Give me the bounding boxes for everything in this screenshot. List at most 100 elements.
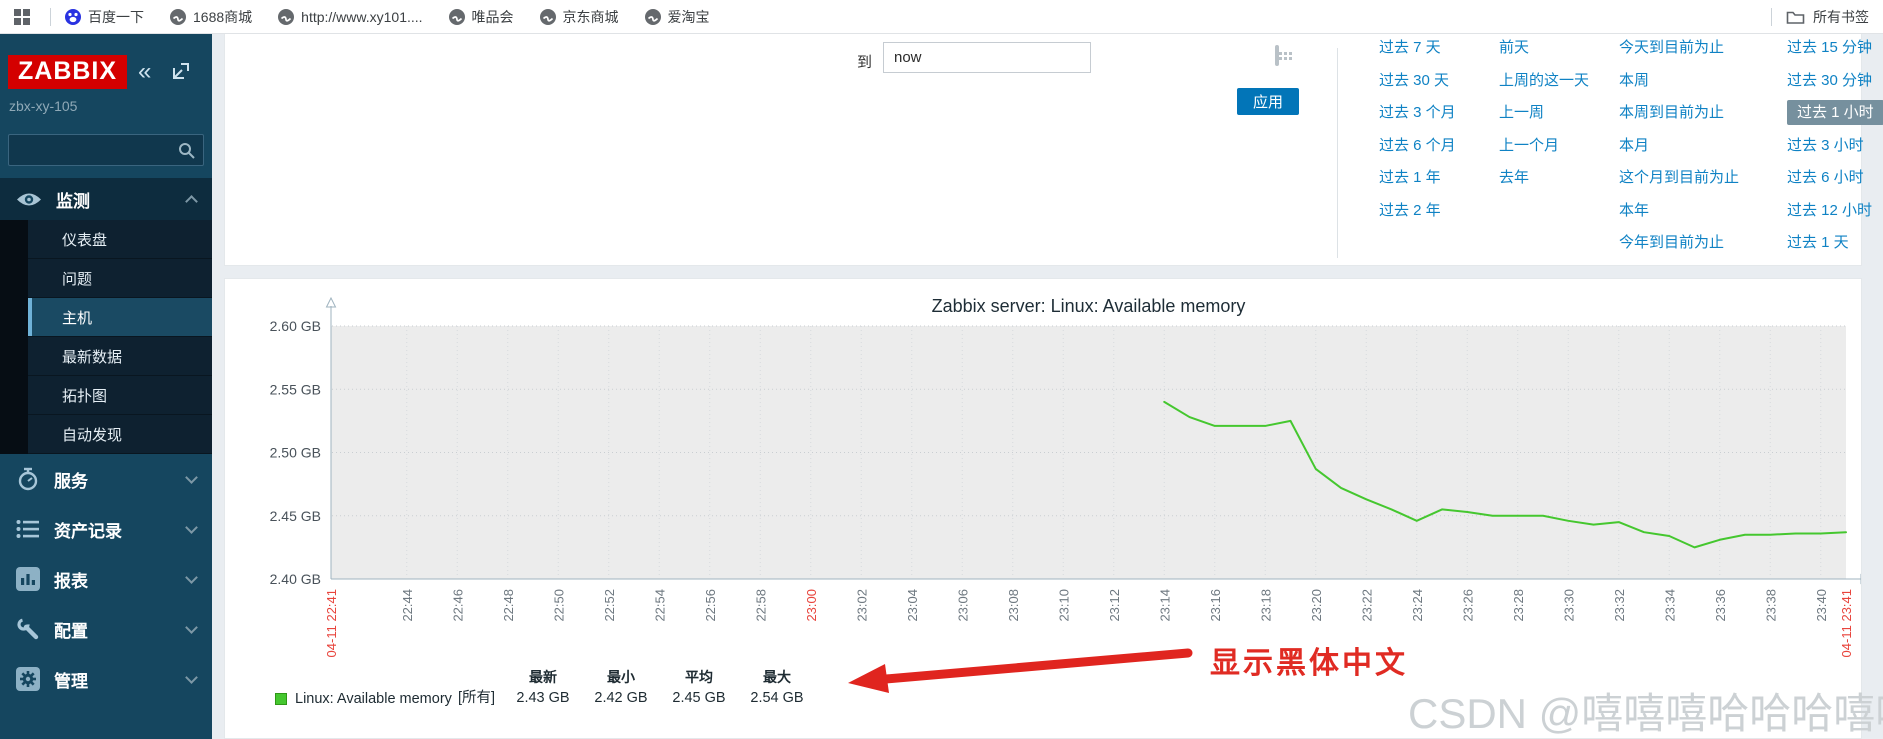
- bookmark-jd[interactable]: 京东商城: [539, 7, 619, 27]
- bookmark-xy101[interactable]: http://www.xy101....: [278, 8, 423, 25]
- quick-range-link-selected[interactable]: 过去 1 小时: [1787, 97, 1883, 130]
- quick-range-link[interactable]: 过去 12 小时: [1787, 201, 1873, 219]
- quick-range-link[interactable]: 本月: [1619, 136, 1650, 154]
- sidebar-search[interactable]: [8, 134, 204, 166]
- quick-range-link[interactable]: 过去 1 年: [1379, 169, 1441, 186]
- svg-text:23:14: 23:14: [1157, 589, 1172, 622]
- quick-range-link[interactable]: 过去 2 年: [1379, 201, 1441, 219]
- sidebar-item-reports[interactable]: 报表: [0, 554, 212, 604]
- submenu-label: 主机: [62, 309, 93, 327]
- divider: [1771, 7, 1772, 26]
- quick-range-column-1: 过去 7 天 过去 30 天 过去 3 个月 过去 6 个月 过去 1 年 过去…: [1379, 32, 1456, 227]
- bookmark-aitaobao[interactable]: 爱淘宝: [644, 7, 710, 27]
- submenu-label: 自动发现: [62, 426, 123, 444]
- chevron-down-icon: [185, 470, 198, 484]
- svg-text:2.55 GB: 2.55 GB: [270, 381, 321, 397]
- svg-text:23:22: 23:22: [1359, 589, 1374, 622]
- svg-text:22:46: 22:46: [450, 589, 465, 622]
- quick-range-link[interactable]: 本周: [1619, 71, 1650, 89]
- sidebar-search-input[interactable]: [9, 142, 178, 158]
- zabbix-logo[interactable]: ZABBIX: [8, 55, 128, 89]
- sidebar-item-configuration[interactable]: 配置: [0, 604, 212, 654]
- sidebar-item-maps[interactable]: 拓扑图: [28, 376, 212, 415]
- quick-range-link[interactable]: 过去 15 分钟: [1787, 39, 1873, 56]
- sidebar-item-label: 管理: [54, 671, 88, 691]
- all-bookmarks-label: 所有书签: [1813, 8, 1869, 25]
- quick-range-link[interactable]: 过去 6 个月: [1379, 136, 1456, 154]
- bookmark-1688[interactable]: 1688商城: [170, 7, 252, 27]
- chevron-up-icon: [185, 194, 198, 208]
- quick-range-link[interactable]: 本年: [1619, 201, 1650, 219]
- time-to-input[interactable]: [883, 42, 1091, 73]
- sidebar-item-latest-data[interactable]: 最新数据: [28, 337, 212, 376]
- quick-range-link[interactable]: 前天: [1499, 39, 1530, 56]
- globe-icon: [170, 8, 186, 25]
- svg-text:23:20: 23:20: [1309, 589, 1324, 622]
- svg-text:23:30: 23:30: [1561, 589, 1576, 622]
- svg-text:22:56: 22:56: [703, 589, 718, 622]
- apply-button[interactable]: 应用: [1237, 88, 1299, 115]
- svg-text:22:52: 22:52: [602, 589, 617, 622]
- search-icon: [179, 142, 195, 159]
- all-bookmarks-button[interactable]: 所有书签: [1786, 7, 1869, 27]
- sidebar-item-services[interactable]: 服务: [0, 454, 212, 504]
- quick-range-link[interactable]: 过去 3 个月: [1379, 104, 1456, 121]
- bookmark-baidu[interactable]: 百度一下: [65, 7, 144, 27]
- quick-range-link[interactable]: 过去 6 小时: [1787, 169, 1864, 186]
- quick-range-link[interactable]: 上一周: [1499, 104, 1545, 121]
- eye-icon: [17, 193, 41, 205]
- stat-max: 最大 2.54 GB: [750, 669, 804, 706]
- sidebar-item-discovery[interactable]: 自动发现: [28, 415, 212, 454]
- quick-range-link[interactable]: 过去 30 分钟: [1787, 71, 1873, 89]
- quick-range-link[interactable]: 过去 30 天: [1379, 71, 1450, 89]
- submenu-label: 仪表盘: [62, 231, 108, 249]
- collapse-sidebar-icon[interactable]: «: [138, 58, 152, 85]
- stat-last: 最新 2.43 GB: [516, 669, 570, 706]
- quick-range-link[interactable]: 上周的这一天: [1499, 71, 1590, 89]
- quick-range-link[interactable]: 本周到目前为止: [1619, 104, 1725, 121]
- quick-range-link[interactable]: 上一个月: [1499, 136, 1560, 154]
- chevron-down-icon: [185, 620, 198, 634]
- svg-text:2.60 GB: 2.60 GB: [270, 318, 321, 334]
- calendar-icon[interactable]: [1275, 45, 1299, 69]
- svg-text:23:40: 23:40: [1814, 589, 1829, 622]
- svg-text:22:44: 22:44: [400, 589, 415, 622]
- series-color-swatch: [275, 693, 287, 705]
- apps-grid-icon[interactable]: [14, 8, 30, 25]
- popout-icon[interactable]: [172, 62, 190, 85]
- sidebar-item-dashboards[interactable]: 仪表盘: [28, 220, 212, 259]
- quick-range-link[interactable]: 过去 7 天: [1379, 39, 1441, 56]
- quick-range-link[interactable]: 今天到目前为止: [1619, 39, 1725, 56]
- divider: [50, 7, 51, 26]
- sidebar-item-administration[interactable]: 管理: [0, 654, 212, 704]
- bookmark-label: 唯品会: [471, 8, 514, 25]
- red-arrow: [848, 648, 1193, 693]
- memory-graph[interactable]: 2.60 GB2.55 GB2.50 GB2.45 GB2.40 GB04-11…: [225, 279, 1862, 739]
- quick-range-link[interactable]: 去年: [1499, 169, 1530, 186]
- bookmark-vip[interactable]: 唯品会: [448, 7, 514, 27]
- globe-icon: [539, 8, 556, 25]
- divider: [1337, 48, 1338, 258]
- sidebar-item-label: 资产记录: [54, 521, 122, 541]
- quick-range-link[interactable]: 过去 3 小时: [1787, 136, 1864, 154]
- svg-text:22:54: 22:54: [652, 589, 667, 622]
- svg-text:23:16: 23:16: [1208, 589, 1223, 622]
- quick-range-link[interactable]: 这个月到目前为止: [1619, 169, 1740, 186]
- svg-text:22:48: 22:48: [501, 589, 516, 622]
- sidebar-item-inventory[interactable]: 资产记录: [0, 504, 212, 554]
- quick-range-column-2: 前天 上周的这一天 上一周 上一个月 去年: [1499, 32, 1589, 195]
- quick-range-link[interactable]: 今年到目前为止: [1619, 234, 1725, 251]
- chevron-down-icon: [185, 670, 198, 684]
- sidebar: ZABBIX « zbx-xy-105 监测 仪表盘 问题 主机 最新数据 拓扑…: [0, 34, 212, 739]
- chevron-down-icon: [185, 520, 198, 534]
- sidebar-item-monitoring[interactable]: 监测: [0, 178, 212, 220]
- bookmark-label: 京东商城: [562, 8, 619, 25]
- sidebar-item-problems[interactable]: 问题: [28, 259, 212, 298]
- sidebar-item-hosts[interactable]: 主机: [28, 298, 212, 337]
- quick-range-link[interactable]: 过去 1 天: [1787, 234, 1849, 251]
- quick-range-label: 过去 1 小时: [1787, 100, 1883, 125]
- baidu-icon: [65, 8, 81, 25]
- reports-icon: [16, 567, 40, 591]
- stat-avg: 平均 2.45 GB: [672, 669, 726, 706]
- svg-text:23:06: 23:06: [955, 589, 970, 622]
